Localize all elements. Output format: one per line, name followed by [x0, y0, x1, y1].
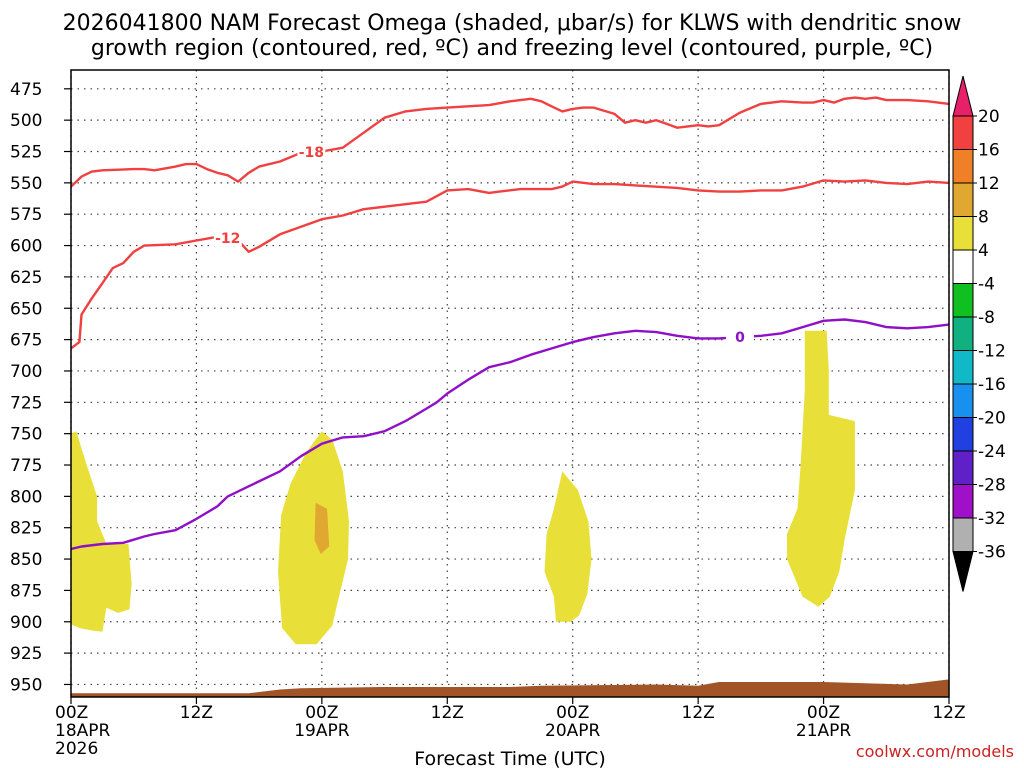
ytick-label-825: 825	[10, 519, 42, 539]
colorbar-label-11: -28	[978, 476, 1006, 496]
colorbar: 20 16 12 8 4 -4 -8 -12 -16 -20 -24 -28 -32 -36	[952, 75, 1006, 592]
colorbar-label-7: -12	[978, 342, 1006, 362]
ytick-label-725: 725	[10, 393, 42, 413]
minus12-upper-label: -18	[299, 145, 324, 161]
freezing-level-label: 0	[735, 330, 745, 346]
ytick-label-850: 850	[10, 550, 42, 570]
colorbar-segment-13	[952, 517, 974, 552]
colorbar-label-0: 20	[978, 107, 1000, 127]
ytick-label-650: 650	[10, 299, 42, 319]
x-axis-title: Forecast Time (UTC)	[414, 748, 605, 768]
colorbar-segment-9	[952, 383, 974, 418]
omega-shading	[71, 330, 855, 645]
minus12-upper-contour	[71, 96, 949, 188]
minus12-upper-label-bg	[297, 143, 326, 161]
colorbar-segment-2	[952, 149, 974, 184]
xtick-label-4-0: 00Z	[556, 703, 589, 723]
freezing-level-contour	[71, 318, 949, 551]
colorbar-label-1: 16	[978, 141, 1000, 161]
colorbar-label-4: 4	[978, 241, 989, 261]
colorbar-label-13: -36	[978, 543, 1006, 563]
chart-title-line1: 2026041800 NAM Forecast Omega (shaded, μ…	[63, 11, 962, 36]
y-axis: 475 500 525 550 575 600 625 650 675 700 725 750 775 8…	[10, 80, 71, 695]
colorbar-label-10: -24	[978, 442, 1006, 462]
ytick-label-800: 800	[10, 487, 42, 507]
xtick-label-5-0: 12Z	[682, 703, 715, 723]
xtick-label-0-1: 18APR	[55, 721, 111, 741]
ytick-label-900: 900	[10, 613, 42, 633]
colorbar-segment-1	[952, 115, 974, 150]
minus12-lower-contour	[71, 179, 949, 350]
xtick-label-2-0: 00Z	[305, 703, 338, 723]
ytick-label-950: 950	[10, 675, 42, 695]
ytick-label-475: 475	[10, 80, 42, 100]
colorbar-bottom-arrow	[952, 551, 974, 592]
ytick-label-700: 700	[10, 362, 42, 382]
freezing-level-label-bg	[725, 328, 754, 346]
colorbar-label-5: -4	[978, 275, 995, 295]
contour-lines	[71, 96, 949, 551]
ytick-label-875: 875	[10, 581, 42, 601]
colorbar-segment-10	[952, 417, 974, 452]
chart-title-line2: growth region (contoured, red, ºC) and f…	[91, 36, 933, 61]
omega-blob-3	[544, 471, 592, 622]
ytick-label-575: 575	[10, 205, 42, 225]
xtick-label-0-0: 00Z	[55, 703, 88, 723]
omega-blob-2	[278, 431, 349, 645]
colorbar-segment-7	[952, 316, 974, 351]
ytick-label-675: 675	[10, 331, 42, 351]
xtick-label-4-1: 20APR	[545, 721, 601, 741]
colorbar-segment-11	[952, 450, 974, 485]
omega-blob-4	[787, 330, 855, 607]
ytick-label-600: 600	[10, 237, 42, 257]
xtick-label-6-0: 00Z	[807, 703, 840, 723]
ytick-label-925: 925	[10, 644, 42, 664]
colorbar-label-2: 12	[978, 174, 1000, 194]
contour-labels: 0 -12 -18	[213, 143, 754, 346]
ytick-label-500: 500	[10, 111, 42, 131]
colorbar-segment-5	[952, 249, 974, 284]
colorbar-segment-8	[952, 350, 974, 385]
xtick-label-7-0: 12Z	[932, 703, 965, 723]
omega-blob-1b	[97, 544, 132, 613]
omega-blob-2-core	[314, 502, 330, 554]
credit-text: coolwx.com/models	[856, 742, 1014, 761]
colorbar-segment-4	[952, 216, 974, 251]
ytick-label-550: 550	[10, 174, 42, 194]
ytick-label-625: 625	[10, 268, 42, 288]
colorbar-label-3: 8	[978, 208, 989, 228]
plot-frame	[70, 69, 950, 698]
xtick-label-0-2: 2026	[55, 739, 98, 759]
colorbar-segment-6	[952, 283, 974, 318]
colorbar-label-12: -32	[978, 509, 1006, 529]
colorbar-label-8: -16	[978, 375, 1006, 395]
colorbar-segment-3	[952, 182, 974, 217]
terrain-fill	[71, 679, 949, 697]
ytick-label-775: 775	[10, 456, 42, 476]
xtick-label-6-1: 21APR	[796, 721, 852, 741]
terrain-layer	[71, 679, 949, 697]
ytick-label-750: 750	[10, 425, 42, 445]
colorbar-label-9: -20	[978, 409, 1006, 429]
colorbar-top-arrow	[952, 75, 974, 117]
ytick-label-525: 525	[10, 143, 42, 163]
minus12-lower-label: -12	[215, 231, 240, 247]
xtick-label-1-0: 12Z	[180, 703, 213, 723]
colorbar-segment-12	[952, 484, 974, 519]
xtick-label-3-0: 12Z	[431, 703, 464, 723]
xtick-label-2-1: 19APR	[294, 721, 350, 741]
minus12-lower-label-bg	[213, 229, 242, 247]
colorbar-label-6: -8	[978, 308, 995, 328]
